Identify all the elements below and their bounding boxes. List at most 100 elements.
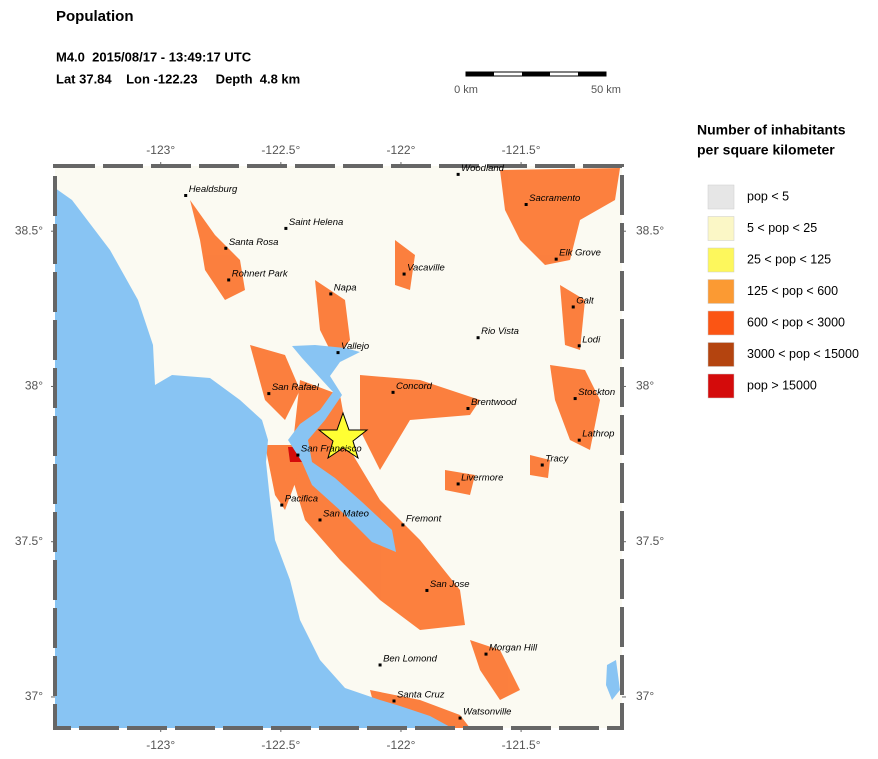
city-label: Saint Helena xyxy=(289,217,343,228)
urban-area xyxy=(395,240,415,290)
map-area xyxy=(55,166,622,728)
legend-swatch xyxy=(707,184,735,210)
scale-bar: 0 km 50 km xyxy=(454,71,621,96)
legend-title: Number of inhabitants xyxy=(697,122,846,138)
scale-bar-segment xyxy=(522,72,550,76)
y-tick-label: 38.5° xyxy=(15,223,43,237)
urban-area xyxy=(315,280,350,360)
city-label: Sacramento xyxy=(529,193,580,204)
event-line: Lat 37.84 Lon -122.23 Depth 4.8 km xyxy=(56,71,300,86)
urban-area xyxy=(360,375,480,470)
lake xyxy=(606,660,620,700)
city-marker xyxy=(540,463,544,467)
legend-swatch xyxy=(707,216,735,241)
city-marker xyxy=(267,392,271,396)
city-marker xyxy=(184,193,188,197)
city-label: Fremont xyxy=(406,513,442,524)
city-label: Concord xyxy=(396,381,433,392)
city-marker xyxy=(577,438,581,442)
urban-area xyxy=(470,640,520,700)
city-label: Vacaville xyxy=(407,263,445,274)
x-tick-label: -122° xyxy=(387,738,416,752)
city-marker xyxy=(577,344,581,348)
city-label: Rohnert Park xyxy=(232,268,289,279)
city-marker xyxy=(329,292,333,296)
epicenter-star xyxy=(317,411,369,460)
x-tick-label: -121.5° xyxy=(502,738,541,752)
city-marker xyxy=(227,278,231,282)
city-label: Livermore xyxy=(461,472,503,483)
city-marker xyxy=(336,351,340,355)
map-frame xyxy=(53,164,624,730)
legend: pop < 5 5 < pop < 25 25 < pop < 125 125 < p… xyxy=(707,184,859,399)
legend-label: 3000 < pop < 15000 xyxy=(747,347,859,361)
urban-area xyxy=(250,345,300,420)
y-tick-label: 38° xyxy=(25,379,43,393)
event-line: M4.0 2015/08/17 - 13:49:17 UTC xyxy=(56,49,252,64)
city-marker xyxy=(392,699,396,703)
city-marker xyxy=(296,453,300,457)
title: Population xyxy=(56,8,134,25)
city-marker xyxy=(571,305,575,309)
y-tick-label: 38° xyxy=(636,379,654,393)
city-label: San Francisco xyxy=(301,444,362,455)
scale-label: 0 km xyxy=(454,84,478,96)
urban-area xyxy=(190,200,245,300)
city-marker xyxy=(378,663,382,667)
x-tick-label: -123° xyxy=(146,738,175,752)
city-label: San Jose xyxy=(430,579,470,590)
y-tick-label: 38.5° xyxy=(636,223,664,237)
city-marker xyxy=(280,503,284,507)
city-marker xyxy=(425,588,429,592)
city-label: Napa xyxy=(334,282,357,293)
city-label: Santa Rosa xyxy=(229,237,279,248)
city-label: Lodi xyxy=(582,334,601,345)
city-label: Galt xyxy=(576,295,594,306)
legend-label: 25 < pop < 125 xyxy=(747,252,831,266)
city-marker xyxy=(458,716,462,720)
legend-swatch xyxy=(707,247,735,273)
x-tick-label: -123° xyxy=(146,143,175,157)
city-label: San Rafael xyxy=(272,382,320,393)
urban-area xyxy=(560,285,585,350)
legend-label: 125 < pop < 600 xyxy=(747,284,838,298)
city-label: Vallejo xyxy=(341,341,369,352)
x-tick-label: -122.5° xyxy=(261,143,300,157)
urban-area xyxy=(500,168,620,265)
urban-area xyxy=(550,365,600,450)
city-label: Stockton xyxy=(578,387,615,398)
city-marker xyxy=(476,336,480,340)
bay xyxy=(288,345,396,552)
city-label: Pacifica xyxy=(285,494,318,505)
legend-label: pop > 15000 xyxy=(747,378,817,392)
city-marker xyxy=(554,257,558,261)
x-tick-label: -122° xyxy=(387,143,416,157)
y-tick-label: 37.5° xyxy=(636,534,664,548)
city-marker xyxy=(573,397,577,401)
legend-swatch xyxy=(707,310,735,336)
ocean xyxy=(55,188,452,728)
y-tick-label: 37° xyxy=(25,689,43,703)
y-tick-label: 37° xyxy=(636,689,654,703)
urban-area xyxy=(530,455,550,478)
city-label: Lathrop xyxy=(582,429,614,440)
city-label: San Mateo xyxy=(323,508,369,519)
city-label: Tracy xyxy=(545,454,569,465)
legend-title: per square kilometer xyxy=(697,142,835,158)
urban-area xyxy=(445,470,475,495)
city-marker xyxy=(484,652,488,656)
city-marker xyxy=(318,518,322,522)
city-marker xyxy=(456,172,460,176)
x-tick-label: -121.5° xyxy=(502,143,541,157)
city-label: Watsonville xyxy=(463,707,511,718)
legend-label: 5 < pop < 25 xyxy=(747,221,817,235)
city-marker xyxy=(456,482,460,486)
city-marker xyxy=(224,246,228,250)
map-labels: -123° -123° -122.5° -122.5° -122° -122° -121.5… xyxy=(15,143,665,752)
city-marker xyxy=(402,272,406,276)
legend-swatch xyxy=(707,342,735,367)
city-marker xyxy=(466,406,470,410)
city-marker xyxy=(391,390,395,394)
city-label: Elk Grove xyxy=(559,248,601,259)
